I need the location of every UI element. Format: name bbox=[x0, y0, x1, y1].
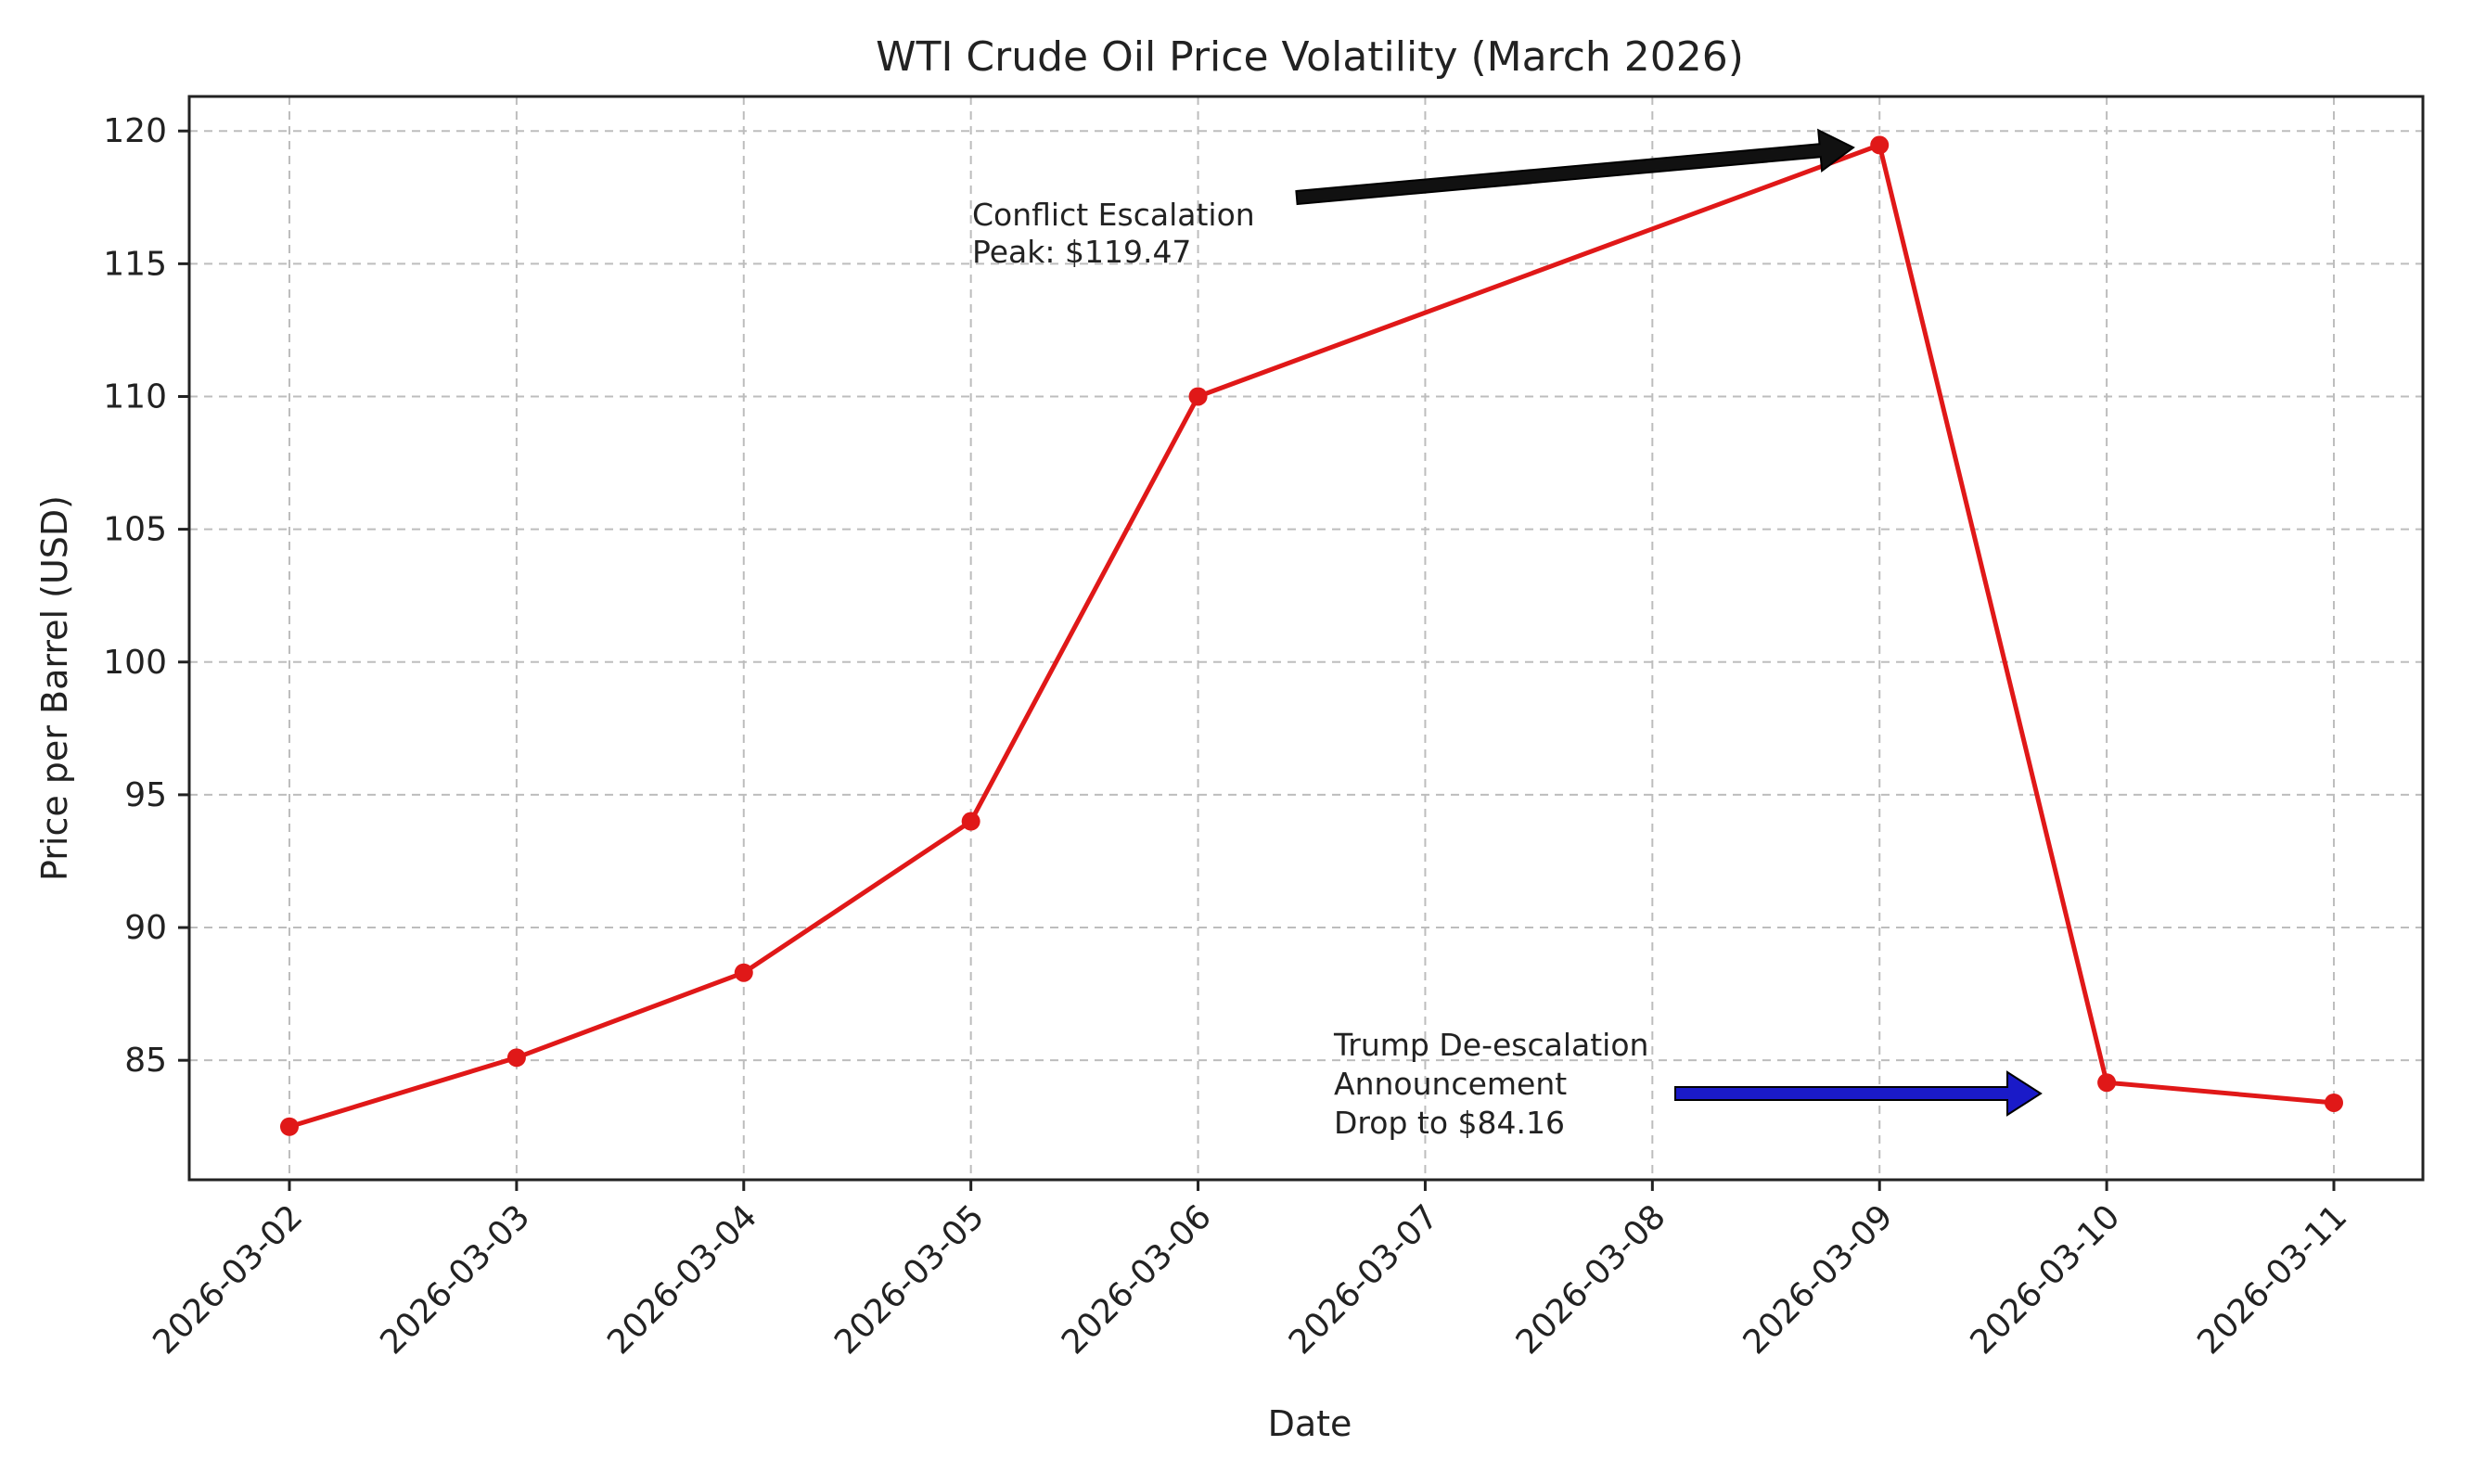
annotation-text: Conflict Escalation bbox=[972, 197, 1255, 233]
x-tick-label: 2026-03-02 bbox=[146, 1197, 310, 1362]
annotation-text: Drop to $84.16 bbox=[1334, 1105, 1565, 1141]
data-point bbox=[2097, 1073, 2117, 1093]
y-tick-label: 95 bbox=[124, 776, 167, 814]
annotation-arrow bbox=[1295, 128, 1855, 206]
chart-title: WTI Crude Oil Price Volatility (March 20… bbox=[876, 33, 1744, 81]
y-tick-label: 85 bbox=[124, 1042, 167, 1080]
series bbox=[280, 135, 2343, 1136]
grid bbox=[189, 96, 2423, 1180]
x-axis-label: Date bbox=[1268, 1403, 1352, 1444]
annotation-text: Announcement bbox=[1334, 1066, 1567, 1102]
data-point bbox=[2325, 1093, 2343, 1112]
data-point bbox=[506, 1048, 526, 1068]
data-point bbox=[1870, 135, 1890, 155]
annotation-text: Trump De-escalation bbox=[1333, 1027, 1648, 1063]
x-axis-ticks: 2026-03-02 2026-03-03 2026-03-04 2026-03-05… bbox=[146, 1180, 2354, 1362]
x-tick-label: 2026-03-08 bbox=[1509, 1197, 1673, 1362]
data-point bbox=[1188, 387, 1208, 406]
plot-frame bbox=[187, 95, 2425, 1182]
data-point bbox=[280, 1117, 299, 1136]
x-tick-label: 2026-03-09 bbox=[1736, 1197, 1901, 1362]
x-tick-label: 2026-03-10 bbox=[1964, 1197, 2128, 1362]
y-tick-label: 110 bbox=[103, 377, 167, 416]
x-tick-label: 2026-03-06 bbox=[1055, 1197, 1219, 1362]
annotation-arrow bbox=[1674, 1070, 2043, 1117]
y-tick-label: 120 bbox=[103, 112, 167, 150]
data-point bbox=[734, 963, 753, 982]
annotation-text: Peak: $119.47 bbox=[972, 234, 1191, 270]
x-tick-label: 2026-03-03 bbox=[373, 1197, 537, 1362]
x-tick-label: 2026-03-07 bbox=[1282, 1197, 1446, 1362]
y-tick-label: 90 bbox=[124, 909, 167, 947]
y-axis-label: Price per Barrel (USD) bbox=[34, 495, 75, 881]
plot-border bbox=[187, 95, 2425, 1182]
x-tick-label: 2026-03-11 bbox=[2190, 1197, 2354, 1362]
y-axis-ticks: 85 90 95 100 105 110 115 120 bbox=[103, 112, 189, 1080]
series-line bbox=[287, 142, 2337, 1130]
y-tick-label: 100 bbox=[103, 644, 167, 682]
y-tick-label: 115 bbox=[103, 245, 167, 283]
x-tick-label: 2026-03-05 bbox=[827, 1197, 992, 1362]
data-point bbox=[961, 812, 980, 831]
x-tick-label: 2026-03-04 bbox=[600, 1197, 764, 1362]
y-tick-label: 105 bbox=[103, 511, 167, 549]
